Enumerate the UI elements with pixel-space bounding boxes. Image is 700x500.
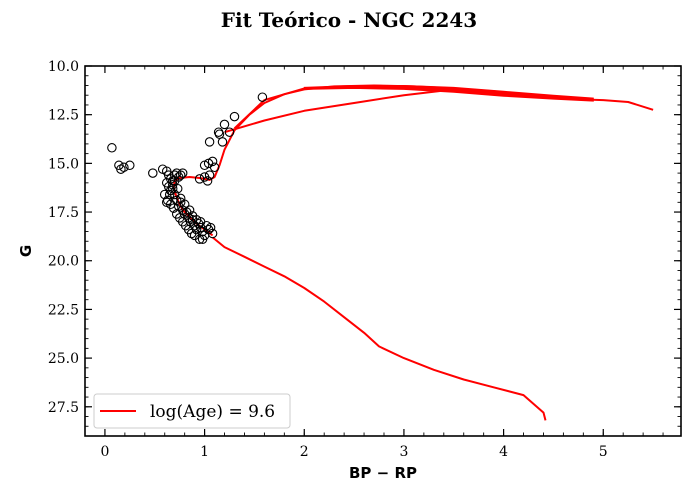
star-point [207,228,218,239]
star-point [202,176,213,186]
x-tick-label: 0 [100,444,109,460]
isochrone-line-0 [172,84,654,237]
star-point [217,137,228,147]
star-point [184,205,195,215]
y-tick-label: 22.5 [48,302,79,318]
x-tick-label: 1 [200,444,209,460]
star-point [116,164,126,174]
legend-label: log(Age) = 9.6 [150,402,275,422]
star-point [107,143,117,153]
star-point [205,222,216,233]
y-tick-label: 20.0 [48,254,79,270]
isochrone-line-1 [211,236,547,421]
star-point [229,111,240,122]
x-tick-label: 2 [300,444,309,460]
chart-title: Fit Teórico - NGC 2243 [221,8,477,32]
isochrone-line-3 [233,87,305,130]
star-point [224,127,235,137]
plot-frame [84,65,682,437]
x-tick-label: 3 [399,444,408,460]
y-tick-label: 12.5 [48,108,79,124]
star-point [125,160,135,171]
plot-area [107,84,654,421]
star-point [168,203,179,213]
star-point [179,199,190,210]
x-axis-label: BP − RP [349,464,417,482]
star-point [209,162,220,173]
star-point [164,189,175,200]
legend: log(Age) = 9.6 [93,393,291,429]
star-point [204,137,215,147]
star-point [257,92,268,102]
y-tick-label: 17.5 [48,205,79,221]
y-tick-label: 27.5 [48,400,79,416]
x-tick-label: 4 [499,444,508,460]
star-point [204,170,215,180]
star-point [195,217,206,227]
star-point [207,156,218,167]
star-point [186,228,197,239]
x-tick-label: 5 [599,444,608,460]
y-tick-label: 10.0 [48,59,79,75]
y-tick-label: 25.0 [48,351,79,367]
y-axis-label: G [17,245,35,257]
y-tick-label: 15.0 [48,156,79,172]
star-point [119,162,129,173]
star-point [175,170,186,180]
star-point [172,183,183,194]
star-point [219,119,230,130]
x-axis-ticks: 0 1 2 3 4 5 [100,66,664,460]
y-axis-ticks: 10.0 12.5 15.0 17.5 20.0 22.5 25.0 27.5 [48,59,681,437]
star-point [197,234,208,245]
star-point [194,234,205,245]
star-point [177,168,188,178]
legend-box [93,393,291,429]
isochrone-line-2 [224,88,454,134]
star-point [148,168,158,178]
